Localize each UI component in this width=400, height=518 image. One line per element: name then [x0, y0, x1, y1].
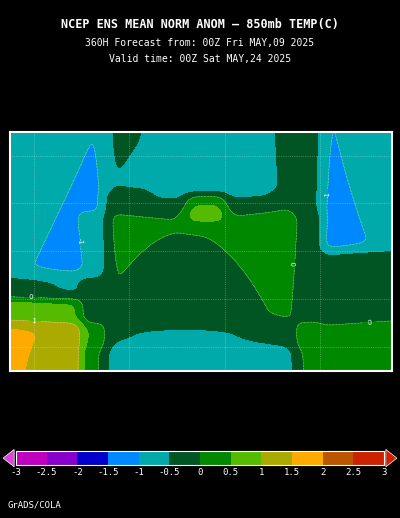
- Text: 0.5: 0.5: [223, 468, 239, 477]
- Text: -1: -1: [133, 468, 144, 477]
- Text: Valid time: 00Z Sat MAY,24 2025: Valid time: 00Z Sat MAY,24 2025: [109, 54, 291, 64]
- Text: 1.5: 1.5: [284, 468, 300, 477]
- Text: 2: 2: [320, 468, 325, 477]
- Bar: [353, 451, 384, 465]
- FancyArrow shape: [386, 450, 397, 467]
- Bar: [169, 451, 200, 465]
- Bar: [323, 451, 353, 465]
- Text: -2: -2: [72, 468, 83, 477]
- Bar: [108, 451, 139, 465]
- Text: -1.5: -1.5: [97, 468, 119, 477]
- FancyArrow shape: [3, 450, 14, 467]
- Text: -1: -1: [324, 191, 330, 198]
- Text: -1: -1: [77, 238, 83, 245]
- Bar: [261, 451, 292, 465]
- Bar: [47, 451, 77, 465]
- Bar: [231, 451, 261, 465]
- Text: 1: 1: [259, 468, 264, 477]
- Text: 0: 0: [292, 261, 298, 266]
- Text: 1: 1: [32, 318, 36, 324]
- Bar: [16, 451, 47, 465]
- Bar: [16, 451, 384, 465]
- Text: -0.5: -0.5: [158, 468, 180, 477]
- Bar: [292, 451, 323, 465]
- Text: NCEP ENS MEAN NORM ANOM – 850mb TEMP(C): NCEP ENS MEAN NORM ANOM – 850mb TEMP(C): [61, 18, 339, 31]
- Text: 0: 0: [366, 319, 372, 326]
- Text: 360H Forecast from: 00Z Fri MAY,09 2025: 360H Forecast from: 00Z Fri MAY,09 2025: [86, 38, 314, 48]
- Bar: [200, 451, 231, 465]
- Text: -2.5: -2.5: [36, 468, 58, 477]
- Text: 2.5: 2.5: [345, 468, 361, 477]
- Text: -3: -3: [11, 468, 21, 477]
- Text: 0: 0: [197, 468, 203, 477]
- Text: GrADS/COLA: GrADS/COLA: [8, 500, 62, 510]
- Text: 3: 3: [381, 468, 387, 477]
- Text: 0: 0: [29, 294, 34, 300]
- Bar: [77, 451, 108, 465]
- Bar: [139, 451, 169, 465]
